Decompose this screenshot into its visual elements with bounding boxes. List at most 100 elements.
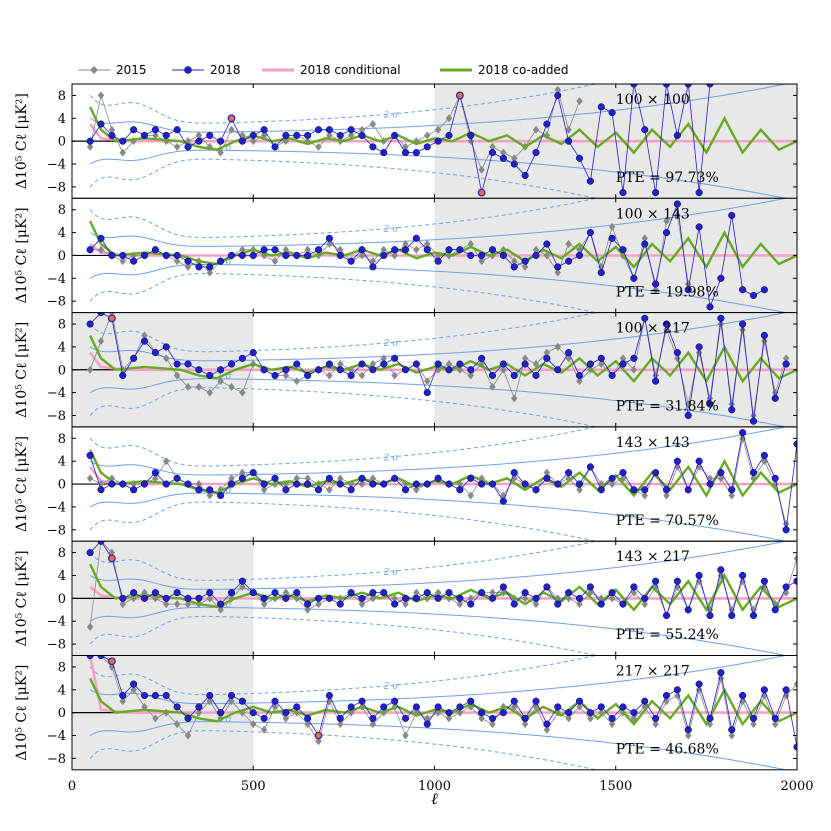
series-2015-point: [152, 474, 159, 483]
y-tick-label: −8: [47, 752, 66, 767]
series-2018-point: [586, 177, 594, 185]
sigma-1-band-upper: [89, 426, 789, 476]
series-2015-point: [674, 691, 681, 700]
legend-label: 2018: [210, 63, 241, 77]
x-tick-label: 1000: [418, 779, 451, 794]
series-2018-point: [608, 371, 616, 380]
y-tick-label: −4: [47, 272, 66, 287]
series-2015-point: [130, 685, 137, 694]
series-2018-point: [434, 137, 442, 145]
series-2018-point: [478, 354, 486, 362]
series-2018-point: [314, 731, 323, 740]
series-2018-point: [162, 251, 170, 259]
series-2018-point: [760, 451, 768, 460]
series-2015-point: [358, 125, 366, 134]
series-2015-point: [271, 257, 279, 266]
series-2018-point: [358, 131, 366, 139]
series-2015-point: [543, 468, 551, 477]
series-2015-point: [543, 725, 551, 734]
series-2018-point: [260, 366, 268, 374]
series-2015-point: [217, 377, 224, 386]
series-2018-point: [488, 371, 497, 380]
series-2018-point: [749, 469, 758, 477]
series-2018-point: [565, 257, 573, 265]
series-2018-point: [641, 486, 649, 494]
series-2015-point: [206, 491, 213, 500]
coadded-line: [89, 106, 797, 155]
series-2018-point: [586, 360, 594, 368]
series-2018-point: [749, 611, 758, 620]
series-2018-point: [314, 366, 323, 374]
y-tick-label: 0: [58, 706, 66, 721]
series-2015-point: [119, 257, 126, 266]
series-2015-point: [119, 600, 126, 609]
series-2015-point: [173, 720, 181, 729]
series-2018-point: [510, 600, 518, 608]
series-2015-point: [608, 720, 616, 729]
series-2018-point: [217, 137, 225, 145]
series-2018-point: [760, 286, 768, 294]
series-2018-point: [369, 143, 377, 151]
series-2018-point: [249, 349, 257, 357]
series-2018-point: [391, 246, 399, 254]
series-2015-point: [173, 600, 181, 609]
series-2018-point: [456, 486, 464, 494]
series-2018-point: [739, 429, 747, 437]
series-2018-point: [706, 480, 714, 488]
series-2018-point: [217, 709, 225, 717]
series-2015-point: [293, 474, 300, 483]
series-2018-point: [510, 697, 518, 705]
series-2018-point: [434, 360, 442, 368]
series-2015-point: [413, 588, 420, 597]
series-2018-point: [325, 691, 333, 700]
series-2018-point: [195, 366, 203, 374]
legend-item-3: 2018 co-added: [440, 63, 568, 77]
series-2018-point: [543, 474, 551, 482]
series-2018-point: [532, 594, 540, 602]
series-2018-point: [673, 349, 681, 357]
series-2018-point: [608, 589, 616, 597]
series-2015-point: [489, 382, 496, 391]
series-2015-point: [173, 371, 181, 380]
series-2018-point: [107, 554, 116, 563]
series-2018-point: [423, 480, 431, 488]
series-2015-point: [239, 582, 246, 591]
series-2018-point: [662, 611, 671, 620]
series-2015-point: [260, 725, 268, 734]
series-2018-point: [684, 606, 692, 614]
series-2018-point: [227, 114, 236, 123]
series-2018-point: [717, 669, 725, 677]
series-2018-point: [282, 366, 290, 374]
y-tick-label: 8: [58, 203, 66, 218]
y-axis-label: Δ10⁵ Cℓ [μK²]: [14, 93, 30, 189]
series-2018-point: [391, 131, 399, 139]
series-2018-point: [662, 320, 671, 328]
series-2015-point: [663, 491, 670, 500]
series-2018-point: [717, 314, 725, 322]
series-2018-point: [162, 594, 170, 602]
series-2015-point: [260, 600, 268, 609]
series-2015-point: [293, 377, 300, 386]
series-2015-point: [304, 605, 311, 614]
series-2015-point: [304, 474, 311, 483]
series-2015-point: [576, 485, 583, 494]
series-2015-point: [456, 600, 464, 609]
series-2015-point: [532, 245, 540, 254]
series-2015-point: [152, 131, 159, 140]
legend-item-2: 2018 conditional: [262, 63, 401, 77]
series-2015-point: [576, 377, 583, 386]
series-2018-point: [391, 474, 399, 482]
y-tick-label: 0: [58, 592, 66, 607]
series-2018-point: [467, 600, 475, 608]
series-2018-point: [140, 251, 149, 259]
series-2018-point: [586, 229, 594, 237]
series-2015-point: [369, 120, 377, 129]
series-2015-point: [195, 131, 203, 140]
series-2018-point: [108, 251, 116, 259]
series-2015-point: [554, 85, 561, 94]
series-2018-point: [652, 469, 660, 477]
series-2018-point: [282, 486, 290, 494]
series-2018-point: [271, 474, 279, 482]
series-2015-point: [228, 697, 235, 706]
series-2018-point: [412, 480, 420, 488]
